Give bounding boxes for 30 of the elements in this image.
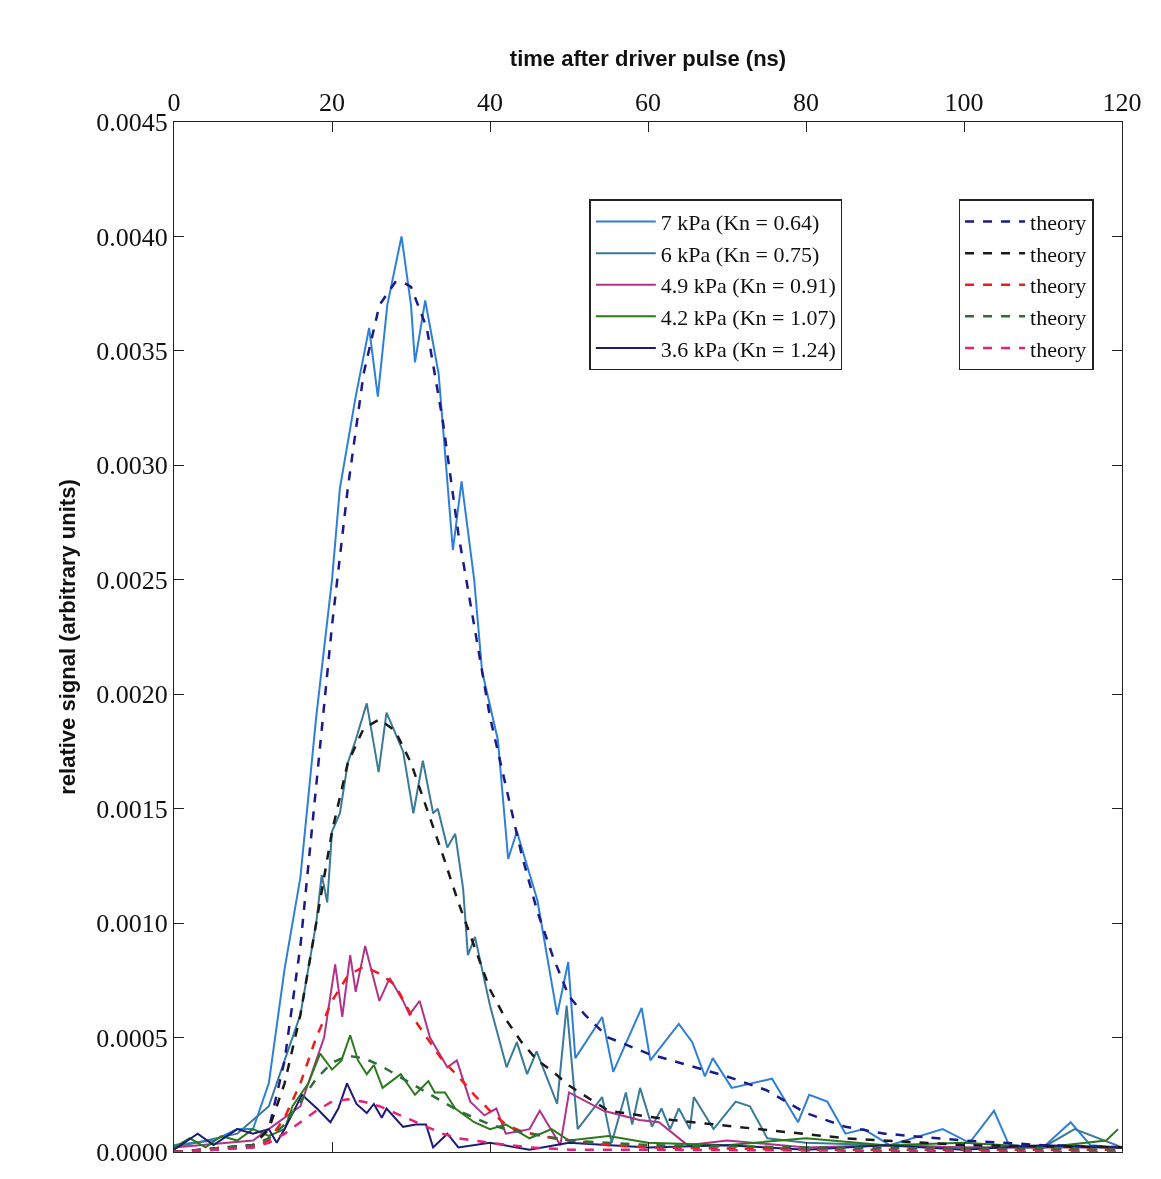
y-tick-label: 0.0025: [96, 565, 168, 595]
y-axis-title: relative signal (arbitrary units): [55, 479, 81, 795]
legend-label: 7 kPa (Kn = 0.64): [660, 210, 820, 236]
x-tick-label: 60: [635, 87, 661, 117]
y-tick-label: 0.0010: [96, 909, 168, 939]
legend-label: theory: [1030, 304, 1087, 330]
y-tick-label: 0.0045: [96, 108, 168, 138]
legend-label: theory: [1030, 210, 1087, 236]
x-tick-label: 100: [944, 87, 984, 117]
legend-label: theory: [1030, 241, 1087, 267]
line-series: [174, 1034, 1120, 1149]
x-tick-label: 80: [793, 87, 819, 117]
x-tick-label: 0: [167, 87, 181, 117]
y-tick-label: 0.0005: [96, 1023, 168, 1053]
legend-label: 6 kPa (Kn = 0.75): [660, 241, 820, 267]
legend-label: theory: [1030, 273, 1087, 299]
legend-label: theory: [1030, 336, 1087, 362]
y-tick-label: 0.0030: [96, 451, 168, 481]
y-tick-label: 0.0035: [96, 336, 168, 366]
legend-label: 4.9 kPa (Kn = 0.91): [660, 273, 836, 299]
y-tick-label: 0.0020: [96, 680, 168, 710]
x-tick-label: 40: [477, 87, 503, 117]
y-tick-label: 0.0040: [96, 222, 168, 252]
x-tick-label: 20: [319, 87, 345, 117]
y-tick-label: 0.0000: [96, 1138, 168, 1168]
y-tick-label: 0.0015: [96, 794, 168, 824]
x-tick-label: 120: [1102, 87, 1142, 117]
legend-label: 3.6 kPa (Kn = 1.24): [660, 336, 836, 362]
x-axis-title: time after driver pulse (ns): [509, 46, 787, 72]
legend-label: 4.2 kPa (Kn = 1.07): [660, 304, 836, 330]
